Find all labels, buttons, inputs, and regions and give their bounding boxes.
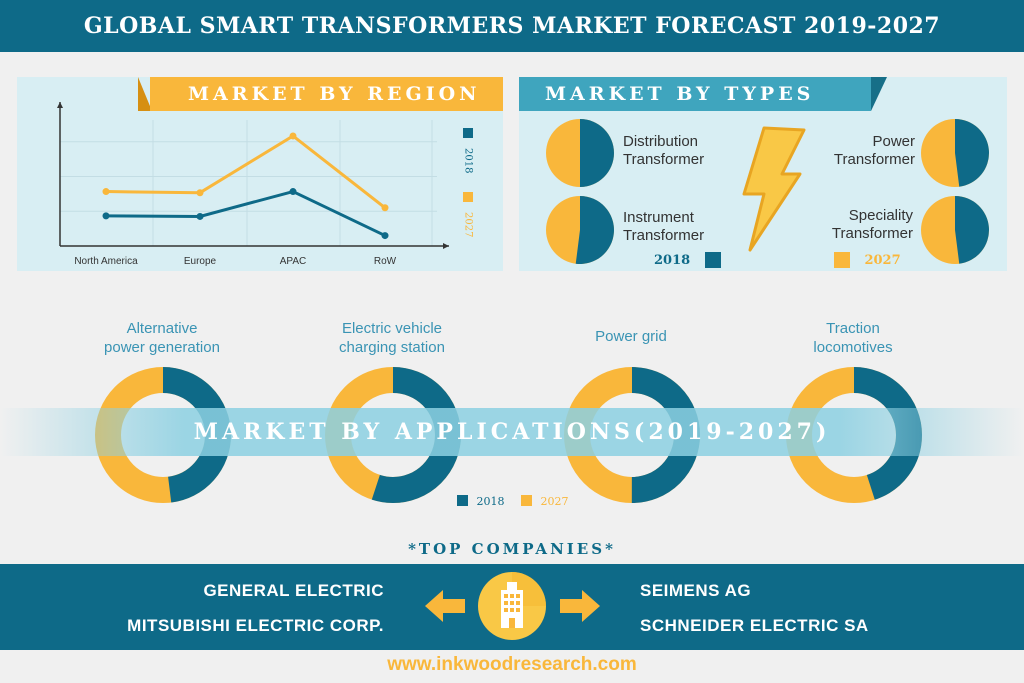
type-label-line: Power bbox=[872, 133, 915, 150]
arrow-right-icon bbox=[560, 590, 600, 622]
types-legend-2027-swatch bbox=[834, 251, 850, 268]
arrow-left-icon bbox=[425, 590, 465, 622]
data-point-2027 bbox=[381, 204, 389, 212]
region-banner-text: MARKET BY REGION bbox=[188, 83, 481, 105]
types-legend-2027-text: 2027 bbox=[864, 253, 901, 268]
type-label-line: Transformer bbox=[623, 227, 705, 244]
type-label-speciality: Speciality Transformer bbox=[800, 207, 913, 243]
top-companies-title: *TOP COMPANIES* bbox=[408, 540, 616, 558]
data-point-2018 bbox=[196, 212, 204, 220]
apps-legend-2018-text: 2018 bbox=[476, 495, 505, 508]
type-label-line: Instrument bbox=[623, 209, 694, 226]
app-label-traction: Traction locomotives bbox=[763, 319, 943, 357]
types-legend-2018: 2018 bbox=[654, 251, 721, 269]
app-label-line: power generation bbox=[104, 339, 220, 356]
region-line-chart: North America Europe APAC RoW 2018 2027 bbox=[57, 102, 474, 267]
legend-swatch-2018 bbox=[463, 128, 473, 138]
types-legend-2018-swatch bbox=[704, 251, 721, 268]
type-label-line: Transformer bbox=[831, 225, 913, 242]
apps-legend-2027-swatch bbox=[521, 495, 532, 507]
x-tick-label: North America bbox=[74, 256, 138, 267]
app-label-line: Traction bbox=[826, 320, 880, 337]
apps-legend-2027-text: 2027 bbox=[540, 495, 569, 508]
app-label-line: Electric vehicle bbox=[341, 320, 443, 337]
type-label-line: Transformer bbox=[833, 151, 915, 168]
pie-slice-2018 bbox=[955, 196, 990, 264]
company-schneider: SCHNEIDER ELECTRIC SA bbox=[640, 616, 869, 635]
type-label-line: Speciality bbox=[848, 207, 913, 224]
type-pie-distribution bbox=[546, 119, 614, 187]
x-tick-label: APAC bbox=[280, 256, 307, 267]
applications-title: MARKET BY APPLICATIONS(2019-2027) bbox=[193, 419, 831, 445]
type-label-line: Transformer bbox=[623, 151, 705, 168]
legend-swatch-2027 bbox=[463, 192, 473, 202]
type-label-line: Distribution bbox=[623, 133, 699, 150]
page-title: GLOBAL SMART TRANSFORMERS MARKET FORECAS… bbox=[83, 13, 941, 39]
x-axis-arrow bbox=[443, 243, 449, 249]
types-legend-2018-text: 2018 bbox=[654, 253, 691, 268]
apps-legend-2027: 2027 bbox=[521, 492, 568, 510]
pie-slice-2018 bbox=[575, 196, 614, 264]
lightning-bolt-icon bbox=[742, 126, 806, 252]
x-tick-label: RoW bbox=[374, 256, 397, 267]
app-label-ev-charging: Electric vehicle charging station bbox=[302, 319, 482, 357]
app-label-line: Alternative bbox=[126, 320, 198, 337]
type-pie-instrument bbox=[546, 196, 614, 264]
type-label-instrument: Instrument Transformer bbox=[623, 209, 704, 245]
app-label-line: Power grid bbox=[595, 328, 667, 345]
series-line-2027 bbox=[105, 134, 386, 209]
title-bar: GLOBAL SMART TRANSFORMERS MARKET FORECAS… bbox=[0, 0, 1024, 52]
x-tick-label: Europe bbox=[184, 256, 217, 267]
type-label-power: Power Transformer bbox=[800, 133, 915, 169]
app-label-power-grid: Power grid bbox=[541, 327, 721, 346]
applications-strip bbox=[0, 408, 1024, 456]
types-banner: MARKET BY TYPES bbox=[519, 77, 871, 111]
app-label-line: charging station bbox=[339, 339, 445, 356]
company-seimens: SEIMENS AG bbox=[640, 581, 752, 600]
type-pie-power bbox=[921, 119, 990, 187]
types-banner-text: MARKET BY TYPES bbox=[545, 83, 815, 105]
apps-legend-2018-swatch bbox=[457, 495, 468, 507]
data-point-2027 bbox=[102, 188, 110, 196]
data-point-2018 bbox=[102, 212, 110, 220]
data-point-2018 bbox=[381, 232, 389, 240]
pie-slice-2018 bbox=[955, 119, 990, 187]
website-link[interactable]: www.inkwoodresearch.com bbox=[387, 654, 637, 675]
app-label-alternative: Alternative power generation bbox=[72, 319, 252, 357]
apps-legend-2018: 2018 bbox=[457, 492, 504, 510]
region-banner-fold bbox=[138, 77, 152, 111]
building-icon bbox=[478, 572, 546, 640]
types-legend-2027: 2027 bbox=[834, 251, 901, 269]
company-mitsubishi: MITSUBISHI ELECTRIC CORP. bbox=[127, 616, 384, 635]
series-line-2018 bbox=[105, 189, 386, 237]
pie-slice-2018 bbox=[580, 119, 614, 187]
y-axis-arrow bbox=[57, 102, 63, 108]
type-pie-speciality bbox=[921, 196, 990, 264]
data-point-2027 bbox=[196, 189, 204, 197]
legend-text-2018: 2018 bbox=[463, 148, 474, 173]
app-label-line: locomotives bbox=[813, 339, 893, 356]
data-point-2018 bbox=[289, 188, 297, 196]
company-general-electric: GENERAL ELECTRIC bbox=[203, 581, 384, 600]
legend-text-2027: 2027 bbox=[463, 212, 474, 237]
type-label-distribution: Distribution Transformer bbox=[623, 133, 704, 169]
types-banner-fold bbox=[871, 77, 887, 111]
data-point-2027 bbox=[289, 132, 297, 140]
region-banner: MARKET BY REGION bbox=[150, 77, 503, 111]
